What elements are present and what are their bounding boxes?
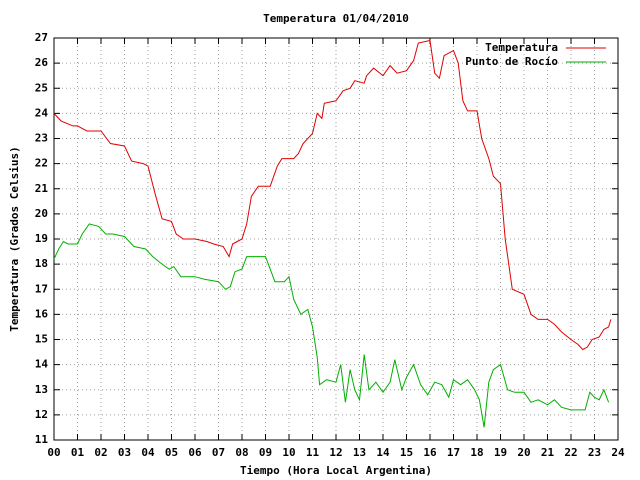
x-tick-label: 09	[259, 446, 272, 459]
y-tick-label: 27	[35, 31, 48, 44]
x-tick-label: 08	[235, 446, 248, 459]
y-tick-label: 12	[35, 408, 48, 421]
x-tick-label: 22	[564, 446, 577, 459]
legend-label: Punto de Rocío	[465, 55, 558, 68]
y-tick-label: 21	[35, 182, 49, 195]
y-tick-label: 24	[35, 106, 49, 119]
y-tick-label: 11	[35, 433, 49, 446]
x-tick-label: 05	[165, 446, 178, 459]
y-tick-label: 14	[35, 358, 49, 371]
y-tick-label: 18	[35, 257, 48, 270]
x-tick-label: 20	[517, 446, 530, 459]
x-tick-label: 04	[141, 446, 155, 459]
y-axis-label: Temperatura (Grados Celsius)	[8, 146, 21, 331]
data-line	[53, 39, 612, 351]
x-tick-label: 12	[329, 446, 342, 459]
x-tick-label: 03	[118, 446, 131, 459]
y-tick-label: 13	[35, 383, 48, 396]
y-tick-label: 17	[35, 282, 48, 295]
y-tick-label: 20	[35, 207, 48, 220]
x-tick-label: 15	[400, 446, 413, 459]
y-tick-label: 25	[35, 81, 48, 94]
data-line	[53, 223, 610, 428]
x-tick-label: 18	[470, 446, 483, 459]
x-tick-label: 19	[494, 446, 507, 459]
x-tick-label: 06	[188, 446, 202, 459]
x-tick-label: 17	[447, 446, 460, 459]
x-tick-label: 24	[611, 446, 625, 459]
plot-frame	[53, 37, 619, 441]
x-tick-label: 14	[376, 446, 390, 459]
x-tick-label: 07	[212, 446, 225, 459]
x-tick-label: 01	[71, 446, 85, 459]
y-tick-label: 23	[35, 132, 48, 145]
y-tick-label: 22	[35, 157, 48, 170]
chart-title: Temperatura 01/04/2010	[263, 12, 409, 25]
x-tick-label: 13	[353, 446, 366, 459]
x-tick-label: 21	[541, 446, 555, 459]
legend-label: Temperatura	[485, 41, 558, 54]
y-tick-label: 16	[35, 307, 49, 320]
y-tick-label: 15	[35, 333, 48, 346]
x-tick-label: 00	[47, 446, 60, 459]
x-tick-label: 23	[588, 446, 601, 459]
x-tick-label: 16	[423, 446, 437, 459]
y-tick-label: 26	[35, 56, 49, 69]
x-tick-label: 11	[306, 446, 320, 459]
x-tick-label: 10	[282, 446, 295, 459]
x-tick-label: 02	[94, 446, 107, 459]
y-tick-label: 19	[35, 232, 48, 245]
x-axis-label: Tiempo (Hora Local Argentina)	[240, 464, 432, 477]
